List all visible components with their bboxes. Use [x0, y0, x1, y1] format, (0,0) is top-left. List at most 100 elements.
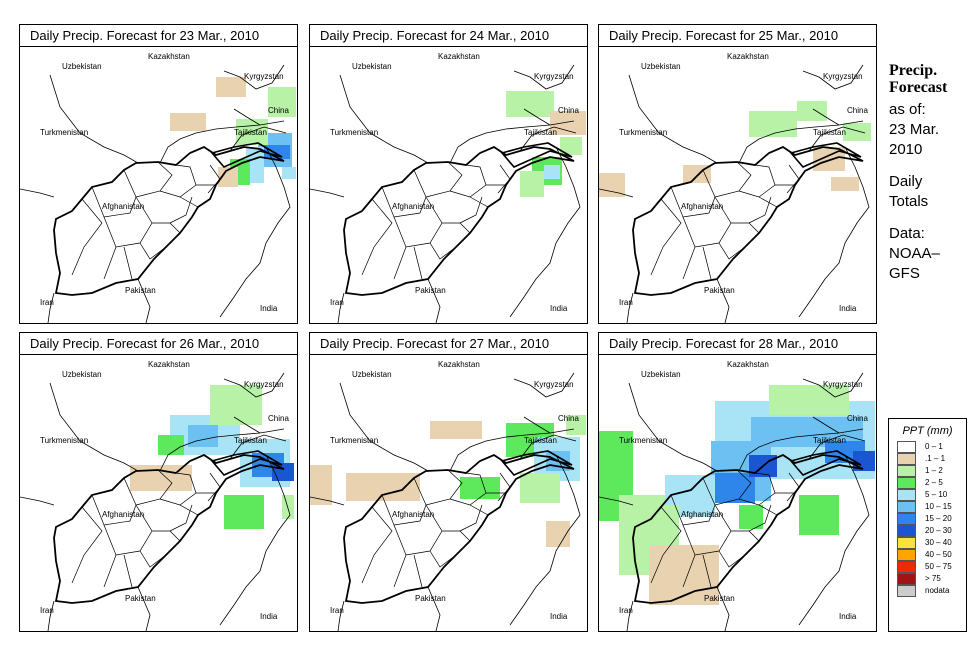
- data-source-line3: GFS: [889, 265, 920, 282]
- precip-cell: [218, 167, 238, 187]
- legend-range-label: 40 – 50: [925, 550, 952, 559]
- precip-cell: [210, 385, 262, 425]
- precip-map: Kazakhstan Uzbekistan Kyrgyzstan China Turkm…: [599, 52, 871, 323]
- province-boundary: [152, 222, 181, 234]
- country-border: [137, 278, 151, 323]
- province-boundary: [152, 530, 181, 542]
- precip-map: Kazakhstan Uzbekistan Kyrgyzstan China Turkm…: [310, 52, 586, 323]
- country-label-turkmenistan: Turkmenistan: [619, 128, 667, 137]
- country-label-iran: Iran: [619, 298, 633, 307]
- legend-entry: 15 – 20: [897, 513, 966, 525]
- country-label-iran: Iran: [330, 606, 344, 615]
- country-border: [798, 454, 870, 626]
- forecast-panel-27-mar: Daily Precip. Forecast for 27 Mar., 2010…: [309, 332, 588, 632]
- precip-cell: [310, 465, 332, 505]
- country-label-uzbekistan: Uzbekistan: [352, 62, 392, 71]
- afghanistan-outline: [343, 453, 575, 604]
- legend-range-label: 5 – 10: [925, 490, 948, 499]
- country-border: [310, 496, 345, 506]
- precip-cell: [599, 173, 625, 197]
- country-border: [449, 120, 575, 164]
- province-boundary: [731, 530, 760, 542]
- province-boundary: [442, 530, 471, 542]
- country-label-pakistan: Pakistan: [415, 286, 446, 295]
- legend-entry: nodata: [897, 585, 966, 597]
- country-label-turkmenistan: Turkmenistan: [40, 128, 88, 137]
- legend-range-label: 0 – 1: [925, 442, 943, 451]
- legend-range-label: > 75: [925, 574, 941, 583]
- precip-cell: [158, 435, 184, 455]
- legend-range-label: .1 – 1: [925, 454, 946, 463]
- country-border: [137, 586, 151, 631]
- precip-cell: [843, 123, 871, 141]
- precip-map: Kazakhstan Uzbekistan Kyrgyzstan China Turkm…: [20, 360, 294, 631]
- country-label-iran: Iran: [330, 298, 344, 307]
- country-label-kazakhstan: Kazakhstan: [727, 52, 769, 61]
- province-boundary: [381, 169, 427, 218]
- legend-range-label: 30 – 40: [925, 538, 952, 547]
- legend-range-label: nodata: [925, 586, 950, 595]
- province-boundary: [135, 469, 173, 506]
- province-boundary: [169, 196, 193, 224]
- country-border: [20, 188, 55, 198]
- forecast-panel-26-mar: Daily Precip. Forecast for 26 Mar., 2010…: [19, 332, 298, 632]
- afghanistan-outline: [53, 145, 285, 296]
- country-label-uzbekistan: Uzbekistan: [352, 370, 392, 379]
- province-boundary: [425, 161, 463, 198]
- precip-cell: [715, 473, 755, 503]
- country-label-uzbekistan: Uzbekistan: [62, 62, 102, 71]
- country-border: [716, 278, 730, 323]
- data-source-line2: NOAA–: [889, 245, 940, 262]
- precip-cell: [282, 167, 296, 179]
- legend-swatch: [897, 573, 916, 585]
- province-boundary: [71, 506, 103, 584]
- precip-cell: [769, 385, 849, 415]
- precip-cell: [268, 87, 296, 117]
- province-boundary: [103, 554, 117, 588]
- precip-cell: [224, 495, 264, 529]
- province-boundary: [103, 246, 117, 280]
- province-boundary: [91, 169, 137, 218]
- province-boundary: [361, 506, 393, 584]
- precip-cell: [236, 119, 268, 145]
- country-label-pakistan: Pakistan: [415, 594, 446, 603]
- country-label-india: India: [839, 612, 857, 621]
- country-label-tajikistan: Tajikistan: [234, 436, 267, 445]
- province-boundary: [139, 550, 167, 568]
- country-border: [233, 108, 261, 126]
- province-boundary: [670, 477, 716, 526]
- precip-cell: [520, 473, 560, 503]
- province-boundary: [413, 246, 423, 280]
- legend-entry: 5 – 10: [897, 489, 966, 501]
- precip-cell: [430, 421, 482, 439]
- country-border: [49, 74, 139, 164]
- country-label-afghanistan: Afghanistan: [392, 202, 434, 211]
- province-boundary: [748, 504, 772, 532]
- country-label-china: China: [847, 414, 868, 423]
- province-boundary: [381, 477, 427, 526]
- country-label-kyrgyzstan: Kyrgyzstan: [823, 380, 863, 389]
- province-boundary: [702, 246, 712, 280]
- country-border: [337, 600, 345, 631]
- country-label-china: China: [268, 106, 289, 115]
- country-label-pakistan: Pakistan: [125, 594, 156, 603]
- province-boundary: [393, 246, 407, 280]
- country-border: [808, 126, 866, 152]
- legend-entry: .1 – 1: [897, 453, 966, 465]
- sidebar-title-line1: Precip.: [889, 62, 938, 79]
- daily-line1: Daily: [889, 173, 923, 190]
- forecast-panel-23-mar: Daily Precip. Forecast for 23 Mar., 2010…: [19, 24, 298, 324]
- country-border: [802, 372, 864, 398]
- precip-map: Kazakhstan Uzbekistan Kyrgyzstan China Turkm…: [310, 360, 586, 631]
- country-border: [523, 108, 551, 126]
- country-label-pakistan: Pakistan: [704, 594, 735, 603]
- country-label-afghanistan: Afghanistan: [392, 510, 434, 519]
- precip-cell: [346, 473, 420, 501]
- country-border: [20, 496, 55, 506]
- country-border: [599, 496, 634, 506]
- province-boundary: [123, 246, 133, 280]
- country-border: [599, 188, 634, 198]
- sidebar-title-line2: Forecast: [889, 79, 948, 96]
- precip-cell: [460, 477, 500, 499]
- country-border: [738, 120, 864, 164]
